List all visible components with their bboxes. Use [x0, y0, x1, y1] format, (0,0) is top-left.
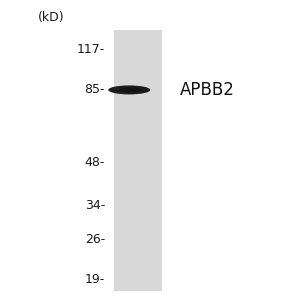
Bar: [114, 30, 162, 291]
Text: 85-: 85-: [85, 83, 105, 96]
Text: 34-: 34-: [85, 199, 105, 212]
Ellipse shape: [119, 87, 142, 92]
Text: 26-: 26-: [85, 233, 105, 246]
Ellipse shape: [108, 85, 150, 94]
Text: 117-: 117-: [77, 43, 105, 56]
Text: (kD): (kD): [38, 11, 64, 25]
Text: 48-: 48-: [85, 156, 105, 169]
Text: 19-: 19-: [85, 273, 105, 286]
Text: APBB2: APBB2: [180, 81, 235, 99]
